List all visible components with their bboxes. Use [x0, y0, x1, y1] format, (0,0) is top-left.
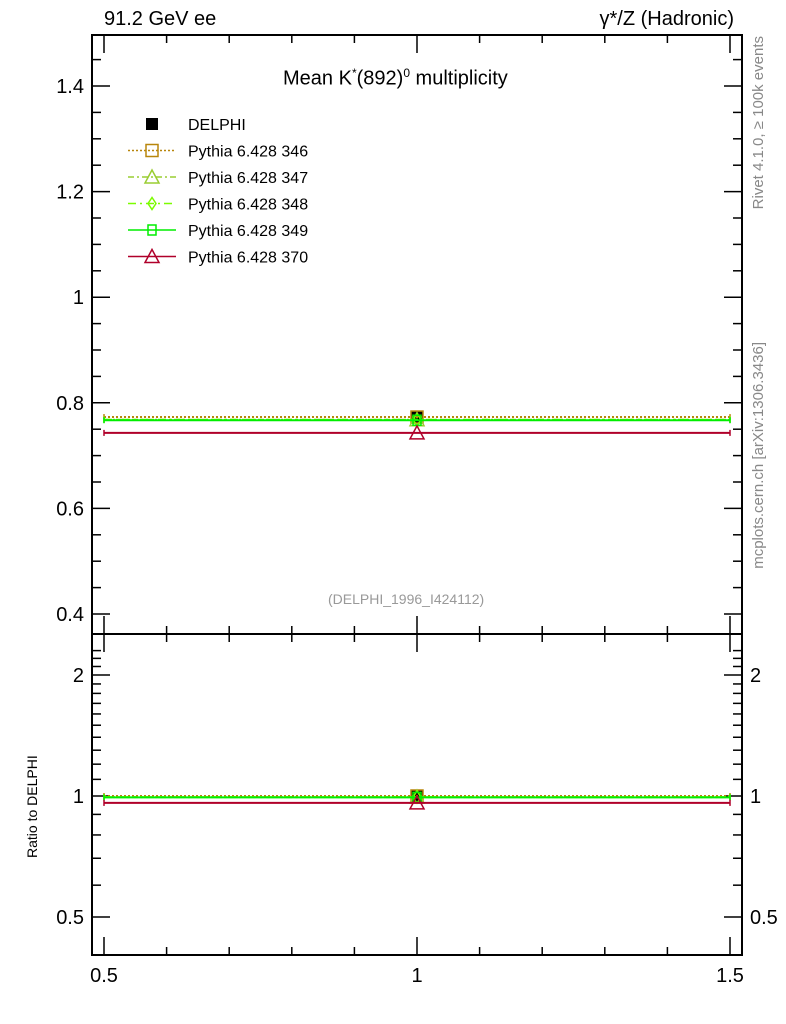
chart-title: Mean K*(892)0 multiplicity — [283, 66, 508, 91]
header-left: 91.2 GeV ee — [104, 8, 217, 30]
ratio-tick-label-right: 0.5 — [750, 907, 778, 929]
series-3: Pythia 6.428 348 — [103, 196, 731, 805]
legend-label: Pythia 6.428 370 — [188, 250, 308, 267]
ratio-point — [408, 794, 426, 810]
legend-marker — [143, 168, 161, 184]
y-tick-label: 0.6 — [56, 498, 84, 520]
title-sup2: 0 — [403, 66, 410, 80]
legend-label: Pythia 6.428 348 — [188, 197, 308, 214]
legend-marker — [146, 118, 158, 130]
ratio-tick-label: 0.5 — [56, 907, 84, 929]
header-right: γ*/Z (Hadronic) — [599, 8, 734, 30]
legend-marker — [147, 224, 157, 236]
y-tick-label: 1.4 — [56, 76, 84, 98]
series-5: Pythia 6.428 370 — [103, 247, 731, 810]
legend-marker — [147, 196, 157, 211]
y-tick-label: 1 — [73, 287, 84, 309]
legend-label: Pythia 6.428 349 — [188, 223, 308, 240]
y-tick-label: 1.2 — [56, 182, 84, 204]
ratio-tick-label-right: 1 — [750, 786, 761, 808]
data-point — [410, 410, 424, 424]
title-mid: (892) — [356, 67, 404, 90]
series-1: Pythia 6.428 346 — [103, 143, 731, 803]
series-4: Pythia 6.428 349 — [103, 223, 731, 804]
legend-label: Pythia 6.428 346 — [188, 144, 308, 161]
ratio-tick-label-right: 2 — [750, 665, 761, 687]
title-main: Mean K — [283, 67, 352, 90]
ratio-tick-label: 1 — [73, 786, 84, 808]
legend-label: DELPHI — [188, 117, 246, 134]
title-sup: * — [351, 66, 357, 80]
x-tick-label: 0.5 — [90, 965, 118, 987]
legend-marker — [145, 143, 159, 158]
y-tick-label: 0.4 — [56, 604, 84, 626]
x-tick-label: 1 — [411, 965, 422, 987]
analysis-label: (DELPHI_1996_I424112) — [328, 591, 485, 607]
legend-marker — [143, 247, 161, 264]
y-tick-label: 0.8 — [56, 393, 84, 415]
title-end: multiplicity — [410, 67, 508, 90]
data-point — [408, 424, 426, 440]
ratio-tick-label: 2 — [73, 665, 84, 687]
legend-label: Pythia 6.428 347 — [188, 170, 308, 187]
series-0: DELPHI — [146, 117, 423, 802]
x-tick-label: 1.5 — [716, 965, 744, 987]
